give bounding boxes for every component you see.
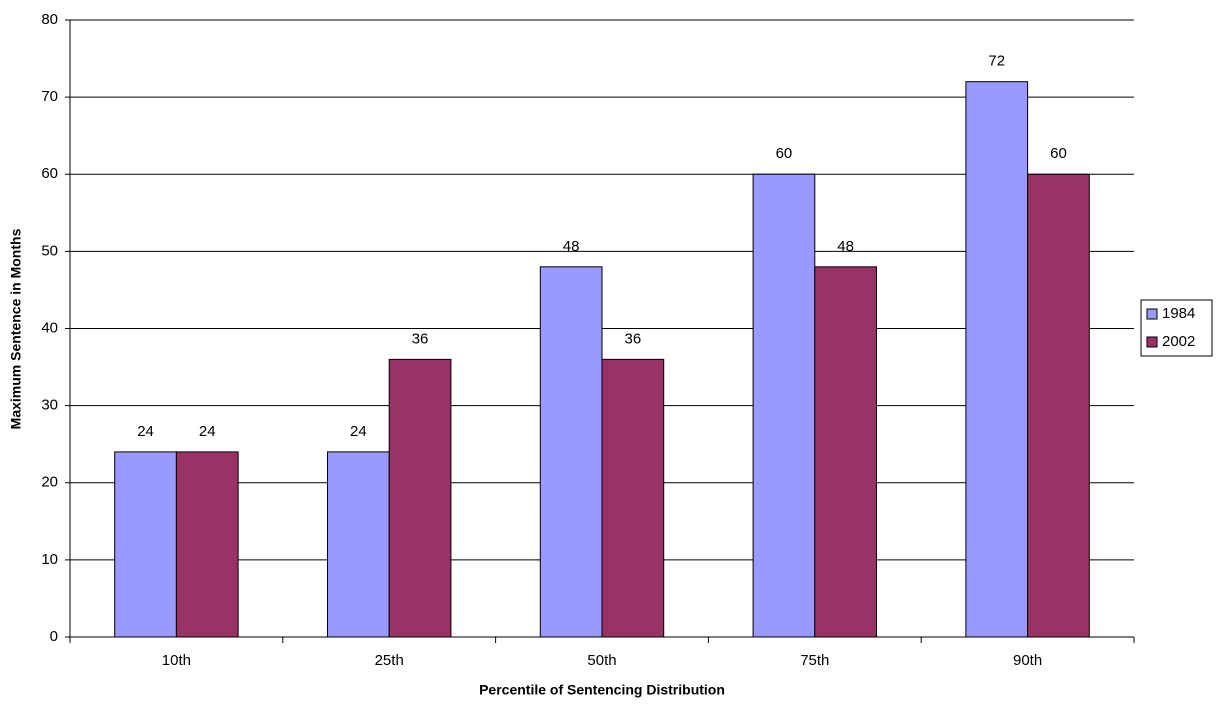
y-tick-label: 70	[41, 88, 58, 105]
data-label: 48	[837, 238, 854, 255]
y-tick-label: 40	[41, 319, 58, 336]
bar	[601, 358, 665, 638]
data-label: 36	[625, 330, 642, 347]
x-tick-label: 75th	[800, 652, 829, 669]
bar	[965, 81, 1029, 638]
y-tick-label: 30	[41, 397, 58, 414]
bar	[1027, 173, 1090, 638]
legend-label: 2002	[1162, 333, 1195, 350]
data-label: 48	[563, 238, 580, 255]
data-label: 60	[1050, 145, 1067, 162]
x-tick-label: 10th	[162, 652, 191, 669]
y-axis-label: Maximum Sentence in Months	[8, 228, 24, 429]
y-tick-label: 10	[41, 551, 58, 568]
x-tick-label: 25th	[375, 652, 404, 669]
x-axis-label: Percentile of Sentencing Distribution	[479, 682, 725, 698]
bar	[175, 451, 239, 638]
data-label: 24	[350, 423, 367, 440]
bar	[388, 358, 452, 638]
bar	[326, 451, 390, 638]
x-tick-label: 50th	[587, 652, 616, 669]
bar	[539, 266, 603, 638]
y-tick-label: 50	[41, 242, 58, 259]
data-label: 36	[412, 330, 429, 347]
legend-swatch	[1146, 308, 1158, 320]
legend-label: 1984	[1162, 305, 1195, 322]
y-tick-label: 20	[41, 474, 58, 491]
bar	[114, 451, 177, 638]
legend-swatch	[1146, 336, 1158, 348]
x-tick-label: 90th	[1013, 652, 1042, 669]
y-tick-label: 60	[41, 165, 58, 182]
y-tick-label: 0	[50, 628, 58, 645]
bar	[814, 266, 878, 638]
data-label: 24	[137, 423, 154, 440]
data-label: 72	[988, 53, 1005, 70]
bar	[752, 173, 816, 638]
data-label: 60	[776, 145, 793, 162]
data-label: 24	[199, 423, 216, 440]
y-tick-label: 80	[41, 11, 58, 28]
